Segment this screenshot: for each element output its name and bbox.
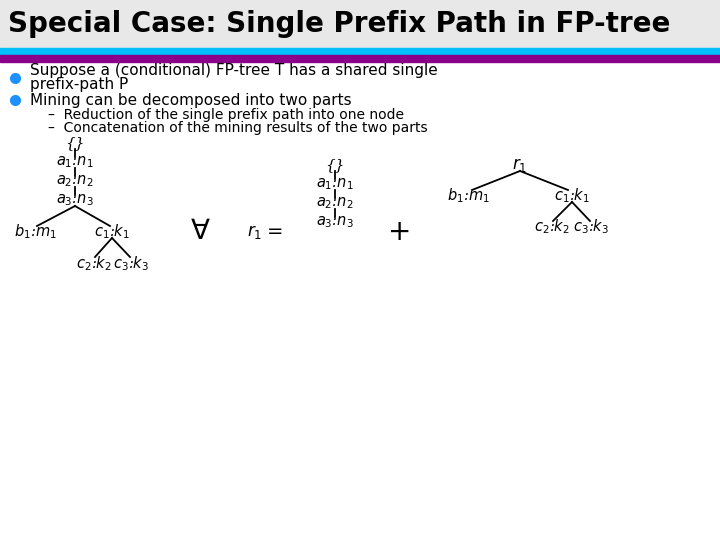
Text: $c_2$:$k_2$: $c_2$:$k_2$ xyxy=(534,218,570,237)
Text: –  Reduction of the single prefix path into one node: – Reduction of the single prefix path in… xyxy=(48,108,404,122)
Text: $a_3$:$n_3$: $a_3$:$n_3$ xyxy=(56,192,94,208)
Bar xyxy=(0,55,720,62)
Text: {}: {} xyxy=(66,136,85,150)
Text: prefix-path P: prefix-path P xyxy=(30,78,128,92)
Text: $c_1$:$k_1$: $c_1$:$k_1$ xyxy=(554,187,590,205)
Text: $a_1$:$n_1$: $a_1$:$n_1$ xyxy=(316,176,354,192)
Text: $r_1$: $r_1$ xyxy=(248,223,263,241)
Bar xyxy=(0,48,720,55)
Text: $\forall$: $\forall$ xyxy=(189,219,210,246)
Text: $a_2$:$n_2$: $a_2$:$n_2$ xyxy=(56,173,94,189)
Bar xyxy=(0,0,720,48)
Text: $c_3$:$k_3$: $c_3$:$k_3$ xyxy=(113,255,149,273)
Text: +: + xyxy=(388,218,412,246)
Text: $r_1$: $r_1$ xyxy=(513,156,528,174)
Text: $c_3$:$k_3$: $c_3$:$k_3$ xyxy=(573,218,609,237)
Text: $c_1$:$k_1$: $c_1$:$k_1$ xyxy=(94,222,130,241)
Text: $a_1$:$n_1$: $a_1$:$n_1$ xyxy=(56,154,94,170)
Text: $a_2$:$n_2$: $a_2$:$n_2$ xyxy=(316,195,354,211)
Text: =: = xyxy=(266,222,283,241)
Text: Mining can be decomposed into two parts: Mining can be decomposed into two parts xyxy=(30,92,351,107)
Text: {}: {} xyxy=(325,158,345,172)
Text: Special Case: Single Prefix Path in FP-tree: Special Case: Single Prefix Path in FP-t… xyxy=(8,10,670,38)
Text: $b_1$:$m_1$: $b_1$:$m_1$ xyxy=(446,187,490,205)
Text: $a_3$:$n_3$: $a_3$:$n_3$ xyxy=(316,214,354,230)
Text: $b_1$:$m_1$: $b_1$:$m_1$ xyxy=(14,222,56,241)
Text: Suppose a (conditional) FP-tree T has a shared single: Suppose a (conditional) FP-tree T has a … xyxy=(30,64,438,78)
Bar xyxy=(0,62,720,540)
Text: –  Concatenation of the mining results of the two parts: – Concatenation of the mining results of… xyxy=(48,121,428,135)
Text: $c_2$:$k_2$: $c_2$:$k_2$ xyxy=(76,255,112,273)
